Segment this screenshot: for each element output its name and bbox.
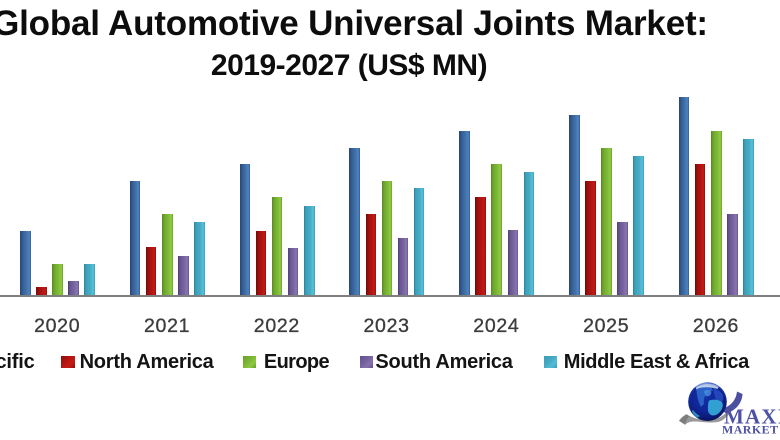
svg-text:MAXIMIZE: MAXIMIZE [724, 405, 780, 429]
svg-text:MARKET RESEARCH: MARKET RESEARCH [722, 423, 780, 437]
